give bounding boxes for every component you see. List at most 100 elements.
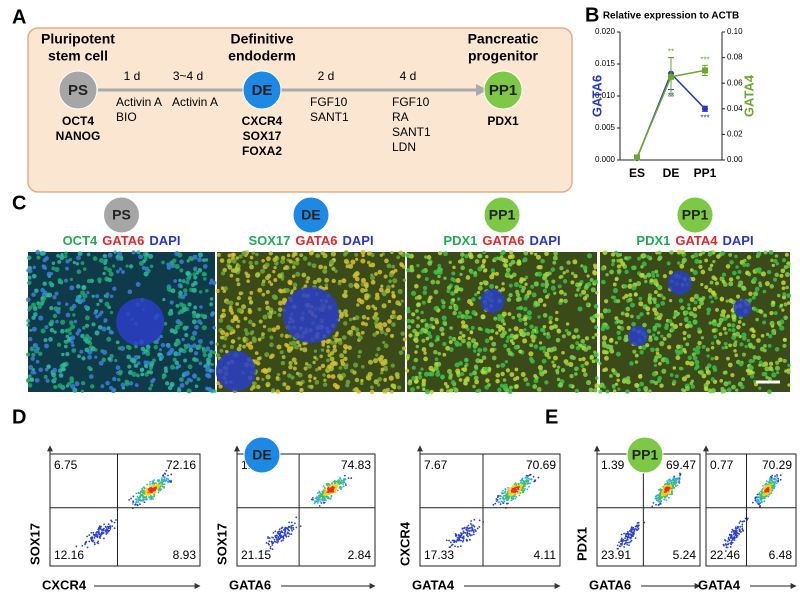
cell (644, 279, 648, 284)
cell (85, 323, 90, 328)
cell (238, 254, 243, 259)
cell (784, 252, 789, 257)
cell (251, 384, 256, 390)
event (167, 478, 170, 481)
cell (420, 367, 424, 371)
cell (327, 353, 332, 358)
stain-label: PDX1 GATA6 DAPI (443, 233, 560, 248)
cell (617, 335, 622, 341)
cell (326, 345, 330, 349)
event (627, 535, 630, 538)
event (502, 489, 504, 492)
event (130, 497, 132, 500)
event (170, 473, 173, 476)
cell (575, 341, 580, 345)
event (521, 477, 524, 480)
event (460, 539, 462, 542)
cell (201, 258, 206, 263)
event (340, 486, 343, 489)
cell (61, 367, 66, 372)
cell (472, 384, 476, 389)
event (510, 499, 513, 502)
event (765, 482, 768, 485)
event (723, 544, 725, 547)
event (459, 532, 462, 534)
cell (41, 264, 45, 268)
event (314, 497, 317, 500)
cell (402, 337, 407, 342)
cell (727, 328, 732, 332)
event (621, 542, 623, 545)
cell (304, 362, 309, 366)
cell (529, 343, 534, 348)
cell (215, 288, 220, 294)
event (502, 496, 504, 499)
cell (513, 344, 519, 350)
cell (53, 377, 58, 382)
event (666, 480, 668, 482)
cell (754, 267, 760, 273)
cell (684, 316, 689, 322)
event (322, 495, 325, 498)
cell (456, 297, 461, 301)
cell (210, 362, 214, 367)
cell (267, 280, 272, 284)
cell (749, 374, 755, 379)
cell (767, 343, 772, 348)
cell (284, 265, 289, 270)
cell (649, 278, 654, 283)
cell (193, 268, 197, 272)
cell (265, 384, 270, 388)
cell (542, 349, 546, 354)
cell (714, 295, 718, 300)
event (157, 491, 160, 494)
cell (704, 258, 709, 263)
cell (279, 333, 284, 338)
cell (429, 316, 435, 322)
cell (411, 365, 416, 370)
cell (666, 333, 672, 338)
event (317, 499, 320, 501)
cell (271, 388, 276, 392)
cell (143, 363, 148, 368)
event (316, 496, 318, 498)
cell (480, 314, 486, 320)
cell (215, 342, 219, 346)
cell (220, 330, 226, 335)
cell (455, 368, 461, 374)
cell (247, 309, 252, 313)
cell (578, 357, 582, 362)
cell (116, 257, 121, 261)
event (318, 491, 321, 494)
cell (60, 319, 66, 325)
cell (638, 301, 644, 307)
stage-marker: NANOG (56, 129, 101, 143)
cell (781, 308, 785, 312)
cell (125, 344, 130, 349)
event (629, 537, 632, 540)
event (461, 536, 464, 539)
cell (197, 268, 203, 273)
data-point (668, 73, 674, 80)
cell (441, 315, 447, 321)
cell (766, 269, 772, 275)
cell (477, 285, 483, 291)
event (666, 482, 669, 484)
cell (262, 324, 267, 329)
quadrant-percent: 70.69 (526, 458, 556, 472)
cell (771, 263, 775, 267)
cell (685, 360, 690, 366)
cell (594, 358, 600, 363)
cell (542, 275, 548, 281)
cell (216, 252, 221, 257)
cell (390, 363, 395, 368)
cell (632, 349, 637, 354)
cell (664, 325, 669, 330)
event (668, 483, 670, 486)
cell (396, 255, 401, 260)
cell (694, 359, 700, 365)
cell (464, 364, 468, 368)
cell (552, 363, 557, 368)
event (153, 485, 156, 488)
event (662, 489, 665, 492)
